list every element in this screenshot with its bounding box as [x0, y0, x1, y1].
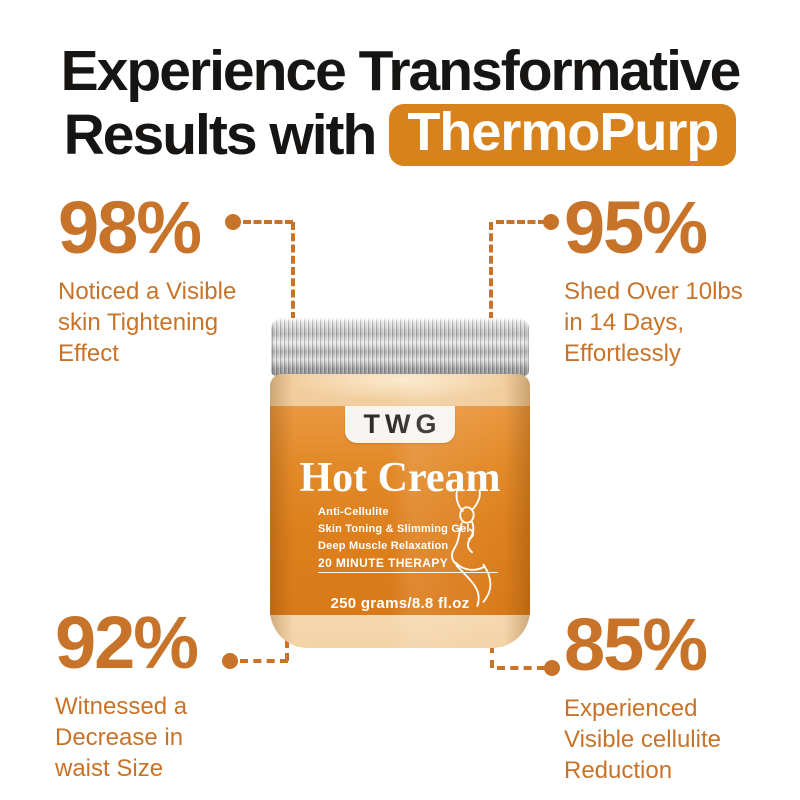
connector-dash-vertical	[489, 222, 493, 320]
stat-bottom-left: 92% Witnessed a Decrease in waist Size	[55, 601, 199, 784]
feature-list: Anti-Cellulite Skin Toning & Slimming Ge…	[318, 504, 470, 572]
connector-dash-vertical	[291, 222, 295, 320]
jar-lid	[271, 318, 529, 376]
stat-top-left: 98% Noticed a Visible skin Tightening Ef…	[58, 186, 236, 369]
stat-desc: Experienced Visible cellulite Reduction	[564, 693, 721, 786]
jar-label: TWG Hot Cream Anti-Cellulite Skin Toning…	[270, 406, 530, 615]
stat-desc: Shed Over 10lbs in 14 Days, Effortlessly	[564, 276, 743, 369]
stat-desc-line: in 14 Days,	[564, 309, 685, 337]
stat-desc-line: Effortlessly	[564, 340, 681, 368]
stat-desc: Witnessed a Decrease in waist Size	[55, 691, 197, 784]
size-text: 250 grams/8.8 fl.oz	[330, 595, 470, 612]
label-divider	[318, 572, 498, 573]
connector-dot	[544, 660, 560, 676]
connector-dash-horizontal	[243, 220, 293, 224]
woman-silhouette-icon	[451, 485, 492, 607]
stat-value: 85%	[564, 603, 708, 686]
stat-value: 92%	[55, 601, 199, 684]
feature-item: Skin Toning & Slimming Gel	[318, 523, 470, 535]
connector-dot	[225, 214, 241, 230]
feature-item: Anti-Cellulite	[318, 506, 389, 518]
stat-desc-line: Noticed a Visible	[58, 278, 237, 306]
stat-value: 95%	[564, 186, 708, 269]
stat-desc-line: Witnessed a	[55, 693, 188, 721]
stat-value: 98%	[58, 186, 202, 269]
product-name: Hot Cream	[299, 455, 501, 501]
feature-item: 20 MINUTE THERAPY	[318, 556, 449, 570]
jar-body: TWG Hot Cream Anti-Cellulite Skin Toning…	[270, 374, 530, 648]
connector-dash-horizontal	[497, 666, 545, 670]
stat-desc-line: Reduction	[564, 757, 673, 785]
connector-dot	[543, 214, 559, 230]
stat-desc-line: Effect	[58, 340, 119, 368]
stat-desc-line: skin Tightening	[58, 309, 219, 337]
connector-dot	[222, 653, 238, 669]
connector-dash-horizontal	[240, 659, 288, 663]
stat-top-right: 95% Shed Over 10lbs in 14 Days, Effortle…	[564, 186, 743, 369]
connector-dash-vertical	[490, 645, 494, 668]
headline-line2: Results with ThermoPurp	[0, 103, 800, 167]
connector-dash-horizontal	[496, 220, 546, 224]
connector-dash-vertical	[285, 640, 289, 661]
headline-line1: Experience Transformative	[60, 39, 742, 103]
headline-line2-prefix: Results with	[63, 103, 378, 167]
stat-desc-line: Experienced	[564, 695, 698, 723]
feature-item: Deep Muscle Relaxation	[318, 540, 449, 552]
brand-badge: ThermoPurp	[389, 104, 737, 166]
brand-logo: TWG	[363, 409, 442, 439]
stat-desc-line: Shed Over 10lbs	[564, 278, 743, 306]
stat-desc: Noticed a Visible skin Tightening Effect	[58, 276, 236, 369]
brand-tab: TWG	[345, 406, 455, 443]
stat-desc-line: waist Size	[55, 755, 164, 783]
stat-bottom-right: 85% Experienced Visible cellulite Reduct…	[564, 603, 721, 786]
stat-desc-line: Decrease in	[55, 724, 184, 752]
stat-desc-line: Visible cellulite	[564, 726, 721, 754]
